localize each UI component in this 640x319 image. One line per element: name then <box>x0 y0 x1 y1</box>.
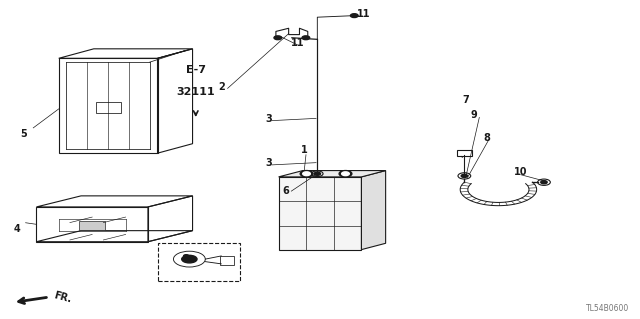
Circle shape <box>541 181 547 184</box>
Text: 32111: 32111 <box>177 87 215 97</box>
Circle shape <box>302 36 310 40</box>
Text: 7: 7 <box>462 94 468 105</box>
Text: 10: 10 <box>514 167 527 177</box>
Circle shape <box>342 172 349 176</box>
Circle shape <box>339 171 352 177</box>
Bar <box>220 256 234 265</box>
Text: 11: 11 <box>291 38 305 48</box>
Text: 11: 11 <box>357 9 371 19</box>
Circle shape <box>303 172 310 176</box>
Circle shape <box>300 171 313 177</box>
Circle shape <box>351 14 358 18</box>
Polygon shape <box>278 171 386 177</box>
Circle shape <box>182 255 197 263</box>
Polygon shape <box>79 221 105 230</box>
Text: 2: 2 <box>218 82 225 92</box>
Text: 9: 9 <box>471 110 477 120</box>
Text: FR.: FR. <box>52 291 72 305</box>
Circle shape <box>274 36 282 40</box>
Text: 6: 6 <box>283 186 290 196</box>
Text: 4: 4 <box>14 224 20 234</box>
Text: TL54B0600: TL54B0600 <box>586 304 629 313</box>
Text: 8: 8 <box>483 132 490 143</box>
Polygon shape <box>362 171 386 250</box>
Circle shape <box>314 172 321 175</box>
Text: 3: 3 <box>266 158 273 168</box>
Text: 3: 3 <box>266 114 273 123</box>
Text: 1: 1 <box>301 145 307 155</box>
Bar <box>457 150 472 156</box>
Circle shape <box>184 255 189 257</box>
Polygon shape <box>278 177 362 250</box>
Text: E-7: E-7 <box>186 65 205 75</box>
Text: 5: 5 <box>20 129 27 139</box>
Circle shape <box>461 174 468 177</box>
